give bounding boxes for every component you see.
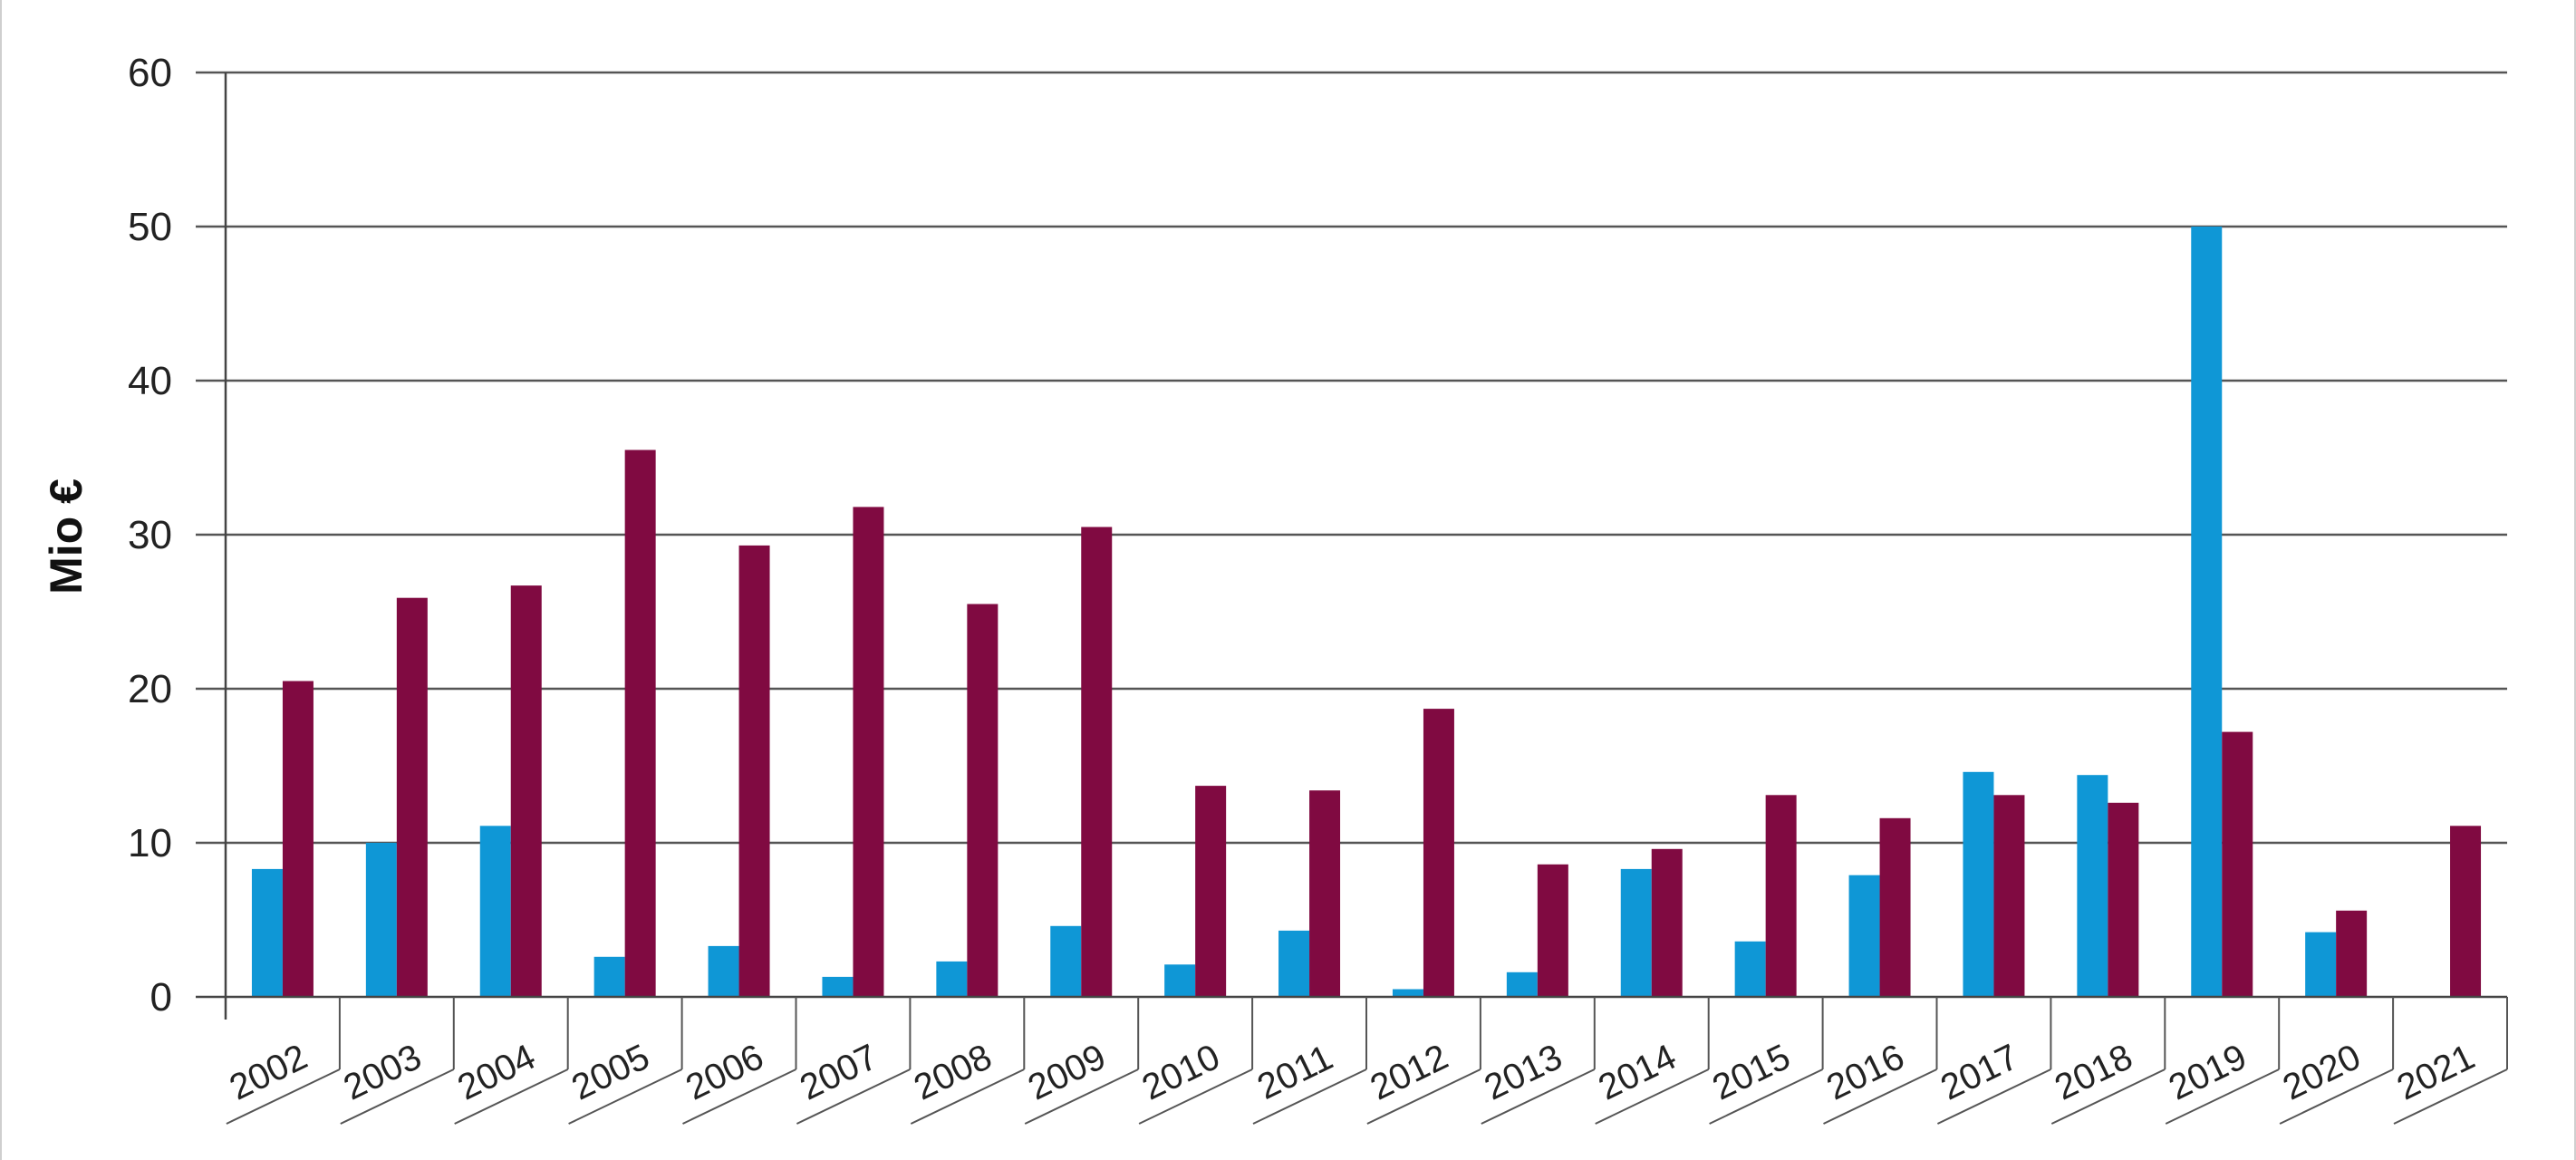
category-separator [2050,1068,2166,1125]
bar-series-a-2020 [2305,932,2337,997]
gridlines [196,71,2507,845]
category-separator [568,1068,683,1125]
bar-series-b-2013 [1537,864,1568,997]
y-tick-label: 0 [150,975,172,1020]
category-separator [2279,1068,2394,1125]
bar-series-a-2018 [2077,775,2108,997]
bar-series-a-2006 [708,945,739,997]
bar-series-a-2008 [936,961,968,997]
x-tick-label: 2008 [908,1037,998,1108]
bar-series-b-2007 [853,507,884,997]
bar-series-a-2002 [251,868,283,997]
y-tick-label: 40 [128,359,172,403]
bar-series-b-2014 [1651,848,1683,997]
bar-series-a-2007 [822,976,854,997]
category-separator [1936,1068,2051,1125]
bar-series-b-2018 [2108,802,2139,997]
x-tick-label: 2013 [1479,1037,1568,1108]
category-separator [1709,1068,1824,1125]
category-separator [454,1068,569,1125]
y-tick-label: 30 [128,513,172,557]
category-separator [1823,1068,1937,1125]
bar-series-b-2016 [1879,817,1911,997]
bar-series-b-2017 [1993,795,2025,997]
x-tick-label: 2012 [1365,1037,1454,1108]
bar-series-a-2003 [365,843,397,997]
bar-series-a-2011 [1278,930,1310,997]
y-axis-title: Mio € [41,478,92,594]
bar-series-a-2019 [2191,227,2223,997]
x-tick-label: 2017 [1934,1037,2024,1108]
x-tick-label: 2002 [224,1037,314,1108]
bar-series-b-2015 [1765,795,1797,997]
bars [251,227,2482,997]
x-tick-label: 2018 [2049,1037,2138,1108]
category-separator [2165,1068,2280,1125]
category-separator [796,1068,911,1125]
bar-series-b-2010 [1195,786,1227,997]
category-separator [1138,1068,1253,1125]
bar-series-a-2017 [1963,771,1994,997]
x-tick-label: 2019 [2163,1037,2253,1108]
category-separator [1595,1068,1710,1125]
bar-series-b-2019 [2222,731,2253,997]
bar-series-a-2004 [479,826,511,997]
bar-series-b-2002 [282,681,314,997]
bar-series-a-2010 [1164,964,1196,997]
x-tick-label: 2007 [794,1037,883,1108]
x-tick-label: 2005 [565,1037,655,1108]
bar-series-a-2013 [1506,972,1538,997]
bar-series-b-2020 [2336,910,2368,997]
bar-series-b-2012 [1423,709,1454,997]
x-tick-label: 2003 [338,1037,428,1108]
bar-series-a-2005 [593,956,625,997]
bar-series-a-2009 [1050,925,1082,997]
bar-series-b-2006 [738,545,770,997]
x-tick-label: 2014 [1592,1037,1682,1108]
category-separator [2393,1068,2508,1125]
category-separator [682,1068,796,1125]
x-tick-label: 2016 [1820,1037,1910,1108]
bar-series-b-2005 [624,450,656,997]
bar-series-a-2014 [1620,868,1652,997]
x-tick-label: 2020 [2277,1037,2367,1108]
y-tick-label: 50 [128,205,172,249]
x-tick-label: 2011 [1251,1038,1339,1107]
y-tick-label: 10 [128,821,172,865]
bar-series-b-2004 [510,585,542,997]
bar-series-b-2021 [2450,826,2482,997]
axes [196,72,2508,1125]
x-tick-label: 2004 [451,1037,541,1108]
bar-series-b-2009 [1081,527,1113,997]
y-tick-label: 20 [128,667,172,711]
bar-series-a-2015 [1734,941,1766,997]
category-separator [1366,1068,1481,1125]
category-separator [1252,1068,1367,1125]
category-separator [340,1068,455,1125]
bar-series-b-2003 [396,597,428,997]
x-tick-label: 2010 [1136,1037,1226,1108]
y-tick-label: 60 [128,51,172,95]
x-tick-label: 2009 [1022,1037,1112,1108]
x-tick-label: 2015 [1706,1037,1796,1108]
category-separator [1481,1068,1596,1125]
category-separator [910,1068,1025,1125]
x-tick-label: 2006 [680,1037,769,1108]
bar-series-a-2012 [1392,989,1423,997]
bar-series-b-2011 [1309,790,1341,997]
category-separator [1024,1068,1139,1125]
bar-series-a-2016 [1848,875,1880,997]
x-tick-label: 2021 [2391,1037,2481,1108]
bar-series-b-2008 [967,604,999,997]
category-separator [226,1068,341,1125]
